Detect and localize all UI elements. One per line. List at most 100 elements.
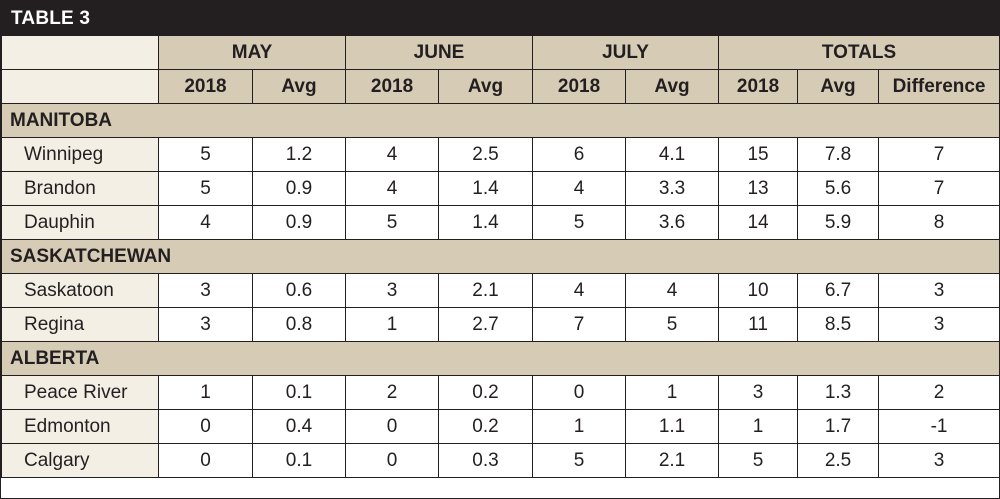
sub-header-row: 2018 Avg 2018 Avg 2018 Avg 2018 Avg Diff… xyxy=(1,69,1000,104)
table-cell: 8.5 xyxy=(797,307,880,342)
section-label: MANITOBA xyxy=(0,103,1000,138)
corner-cell xyxy=(1,69,159,104)
table-cell: 0.6 xyxy=(251,273,347,308)
table-cell: 0 xyxy=(532,375,627,410)
table-cell: 3 xyxy=(158,273,253,308)
table-row: Winnipeg 5 1.2 4 2.5 6 4.1 15 7.8 7 xyxy=(1,137,1000,172)
table-cell: 0 xyxy=(345,409,440,444)
sub-header: Avg xyxy=(251,69,347,104)
table-row: Saskatoon 3 0.6 3 2.1 4 4 10 6.7 3 xyxy=(1,273,1000,308)
table-cell: 14 xyxy=(718,205,799,240)
sub-header: 2018 xyxy=(718,69,799,104)
table-cell: 6 xyxy=(532,137,627,172)
table-cell: 1 xyxy=(532,409,627,444)
city-name: Edmonton xyxy=(1,409,159,444)
table-cell: 1.3 xyxy=(797,375,880,410)
city-name: Dauphin xyxy=(1,205,159,240)
table-cell: -1 xyxy=(878,409,1000,444)
table-cell: 2 xyxy=(878,375,1000,410)
table-cell: 3 xyxy=(345,273,440,308)
table-row: Brandon 5 0.9 4 1.4 4 3.3 13 5.6 7 xyxy=(1,171,1000,206)
table-cell: 0.8 xyxy=(251,307,347,342)
table-cell: 4 xyxy=(345,171,440,206)
table-cell: 4 xyxy=(532,171,627,206)
table-cell: 0.4 xyxy=(251,409,347,444)
table-cell: 1.2 xyxy=(251,137,347,172)
table-cell: 0.1 xyxy=(251,375,347,410)
table-cell: 0 xyxy=(158,443,253,478)
table-cell: 3.3 xyxy=(625,171,720,206)
table-cell: 10 xyxy=(718,273,799,308)
sub-header: 2018 xyxy=(158,69,253,104)
table-cell: 1 xyxy=(718,409,799,444)
sub-header: Avg xyxy=(797,69,880,104)
table-cell: 8 xyxy=(878,205,1000,240)
table-cell: 0.2 xyxy=(438,409,534,444)
table-cell: 5 xyxy=(532,205,627,240)
section-row-manitoba: MANITOBA xyxy=(0,103,1000,138)
table-cell: 3 xyxy=(878,273,1000,308)
table-cell: 1.4 xyxy=(438,171,534,206)
city-name: Regina xyxy=(1,307,159,342)
table-cell: 5 xyxy=(718,443,799,478)
table-row: Regina 3 0.8 1 2.7 7 5 11 8.5 3 xyxy=(1,307,1000,342)
section-row-saskatchewan: SASKATCHEWAN xyxy=(0,239,1000,274)
table-cell: 1.4 xyxy=(438,205,534,240)
table-cell: 1 xyxy=(625,375,720,410)
city-name: Winnipeg xyxy=(1,137,159,172)
table-title: TABLE 3 xyxy=(1,1,999,35)
table-cell: 1.7 xyxy=(797,409,880,444)
sub-header: Avg xyxy=(625,69,720,104)
table-cell: 4 xyxy=(345,137,440,172)
city-name: Calgary xyxy=(1,443,159,478)
corner-cell xyxy=(1,35,159,70)
month-header-row: MAY JUNE JULY TOTALS xyxy=(1,35,1000,70)
table-cell: 0.3 xyxy=(438,443,534,478)
table-cell: 0.1 xyxy=(251,443,347,478)
section-row-alberta: ALBERTA xyxy=(0,341,1000,376)
sub-header: 2018 xyxy=(532,69,627,104)
table-cell: 3.6 xyxy=(625,205,720,240)
table-cell: 3 xyxy=(718,375,799,410)
table-cell: 2.5 xyxy=(797,443,880,478)
table-cell: 15 xyxy=(718,137,799,172)
table-cell: 3 xyxy=(158,307,253,342)
header-june: JUNE xyxy=(345,35,534,70)
table-row: Dauphin 4 0.9 5 1.4 5 3.6 14 5.9 8 xyxy=(1,205,1000,240)
table-cell: 1.1 xyxy=(625,409,720,444)
table-cell: 2.1 xyxy=(625,443,720,478)
table-cell: 2.7 xyxy=(438,307,534,342)
table-cell: 2 xyxy=(345,375,440,410)
city-name: Brandon xyxy=(1,171,159,206)
table-cell: 0 xyxy=(345,443,440,478)
section-label: SASKATCHEWAN xyxy=(0,239,1000,274)
city-name: Peace River xyxy=(1,375,159,410)
table-cell: 13 xyxy=(718,171,799,206)
table-cell: 4 xyxy=(625,273,720,308)
header-totals: TOTALS xyxy=(718,35,1000,70)
table-cell: 7 xyxy=(878,171,1000,206)
table-cell: 5 xyxy=(158,137,253,172)
table-cell: 4 xyxy=(532,273,627,308)
table-cell: 0.9 xyxy=(251,171,347,206)
sub-header: Avg xyxy=(438,69,534,104)
table-cell: 0.9 xyxy=(251,205,347,240)
table-cell: 5.6 xyxy=(797,171,880,206)
sub-header: Difference xyxy=(878,69,1000,104)
city-name: Saskatoon xyxy=(1,273,159,308)
table-cell: 5 xyxy=(158,171,253,206)
table-cell: 1 xyxy=(158,375,253,410)
data-table: MAY JUNE JULY TOTALS 2018 Avg 2018 Avg 2… xyxy=(0,35,1000,478)
table-cell: 3 xyxy=(878,307,1000,342)
table-cell: 1 xyxy=(345,307,440,342)
table-row: Edmonton 0 0.4 0 0.2 1 1.1 1 1.7 -1 xyxy=(1,409,1000,444)
table-cell: 5 xyxy=(532,443,627,478)
header-july: JULY xyxy=(532,35,720,70)
section-label: ALBERTA xyxy=(0,341,1000,376)
table-cell: 4.1 xyxy=(625,137,720,172)
table-cell: 0 xyxy=(158,409,253,444)
table-cell: 6.7 xyxy=(797,273,880,308)
table-cell: 4 xyxy=(158,205,253,240)
table-cell: 11 xyxy=(718,307,799,342)
